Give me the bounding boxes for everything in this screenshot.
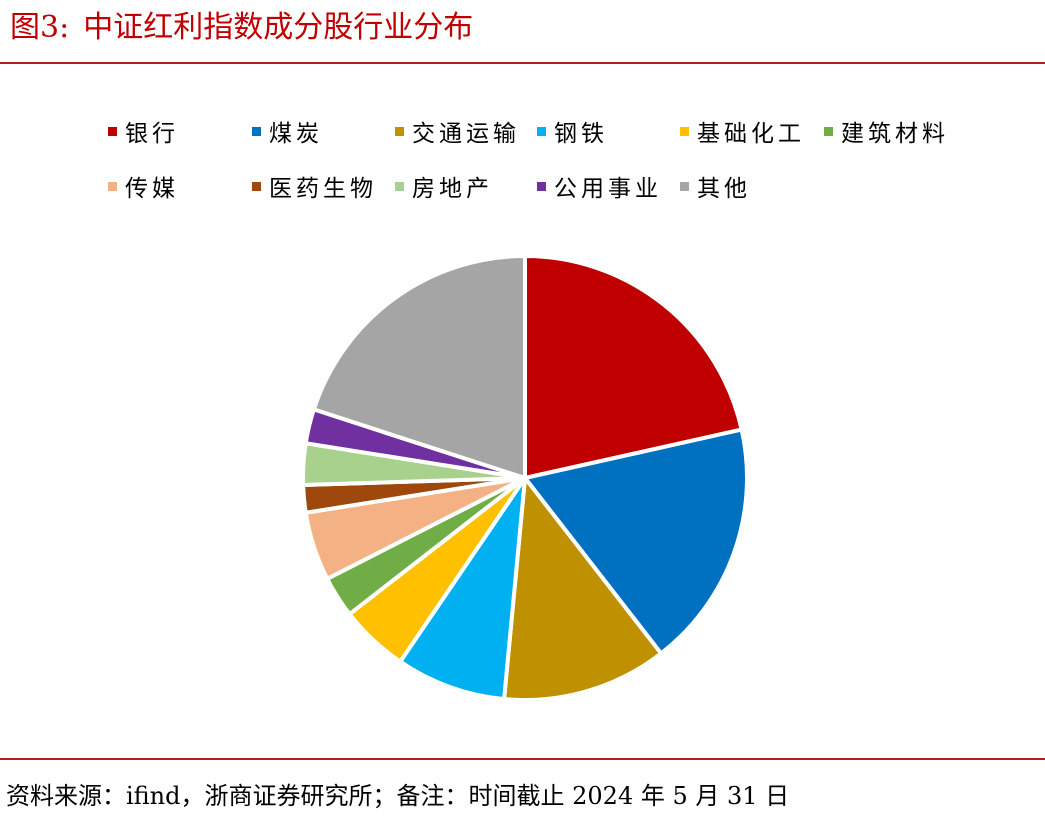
legend-label: 基础化工 — [697, 121, 805, 147]
legend-swatch — [395, 181, 404, 191]
pie-chart — [301, 254, 749, 702]
legend-swatch — [537, 181, 546, 191]
legend-label: 交通运输 — [412, 121, 520, 147]
legend-label: 钢铁 — [554, 121, 608, 147]
figure-title: 图3: 中证红利指数成分股行业分布 — [10, 6, 473, 50]
legend-item: 房地产 — [395, 170, 493, 202]
pie-slice — [523, 427, 749, 656]
legend-label: 传媒 — [125, 176, 179, 202]
source-note: 资料来源：ifind，浙商证券研究所；备注：时间截止 2024 年 5 月 31… — [6, 782, 790, 810]
pie-slice — [523, 254, 744, 480]
legend-swatch — [252, 181, 261, 191]
legend-label: 煤炭 — [269, 121, 323, 147]
legend-swatch — [108, 181, 117, 191]
legend-swatch — [537, 126, 546, 136]
legend-label: 其他 — [697, 176, 751, 202]
legend-label: 银行 — [125, 121, 179, 147]
figure-caption: 中证红利指数成分股行业分布 — [83, 10, 474, 45]
legend-item: 医药生物 — [252, 170, 377, 202]
legend-label: 医药生物 — [269, 176, 377, 202]
figure-number: 图3: — [10, 10, 70, 45]
legend-item: 银行 — [108, 115, 179, 147]
legend-label: 建筑材料 — [841, 121, 949, 147]
legend-swatch — [680, 181, 689, 191]
legend-swatch — [108, 126, 117, 136]
legend-swatch — [824, 126, 833, 136]
legend-item: 传媒 — [108, 170, 179, 202]
legend-swatch — [252, 126, 261, 136]
legend-swatch — [395, 126, 404, 136]
legend-item: 建筑材料 — [824, 115, 949, 147]
legend-item: 钢铁 — [537, 115, 608, 147]
top-rule — [0, 62, 1045, 64]
legend-item: 其他 — [680, 170, 751, 202]
legend-item: 煤炭 — [252, 115, 323, 147]
legend-item: 基础化工 — [680, 115, 805, 147]
pie-slice — [398, 476, 527, 702]
pie-slice — [311, 254, 527, 480]
legend-swatch — [680, 126, 689, 136]
bottom-rule — [0, 758, 1045, 760]
legend-item: 公用事业 — [537, 170, 662, 202]
legend-item: 交通运输 — [395, 115, 520, 147]
legend-label: 房地产 — [412, 176, 493, 202]
pie-slice — [502, 476, 664, 702]
legend-label: 公用事业 — [554, 176, 662, 202]
